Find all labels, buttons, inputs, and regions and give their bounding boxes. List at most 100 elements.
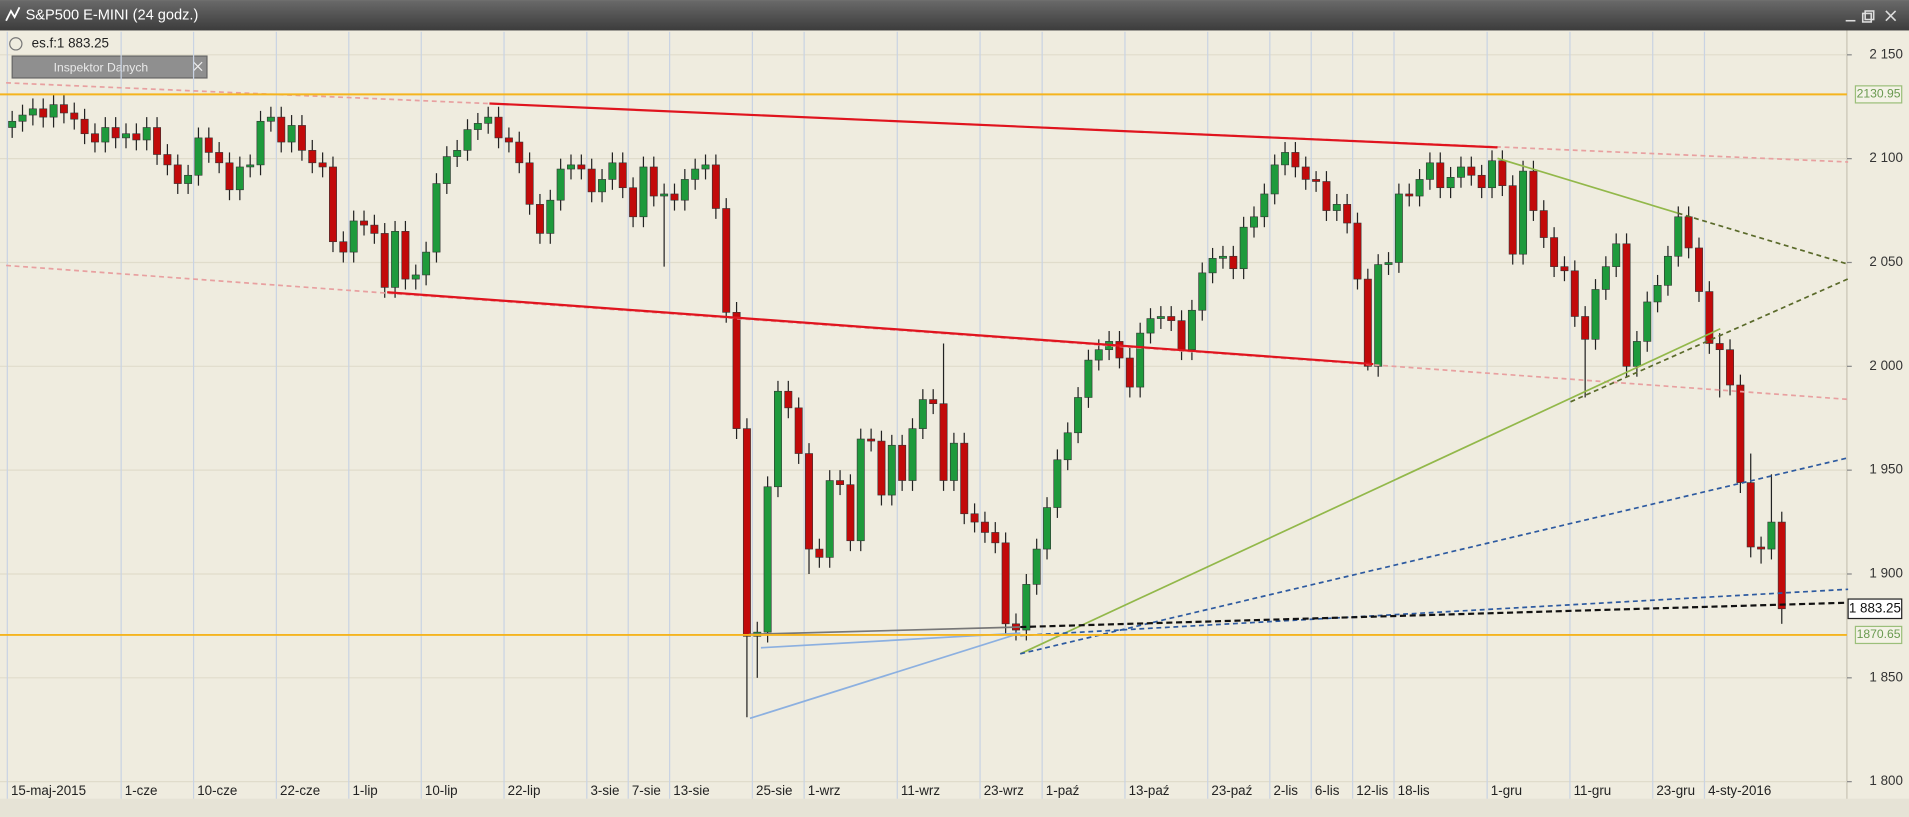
candle-body	[235, 166, 244, 191]
candle-body	[225, 162, 234, 191]
candle-body	[1343, 204, 1352, 224]
candle-body	[660, 193, 669, 197]
candle-body	[691, 168, 700, 180]
candle-body	[732, 312, 741, 429]
channel-lower	[387, 291, 1374, 366]
candle-body	[49, 104, 58, 118]
candle-body	[266, 116, 275, 122]
candle-body	[1384, 262, 1393, 265]
y-tick-label: 1 950	[1869, 462, 1902, 477]
candle-body	[1674, 216, 1683, 257]
candle-body	[297, 125, 306, 151]
candle-body	[453, 150, 462, 157]
candle-body	[18, 114, 27, 122]
x-tick-label: 22-cze	[280, 783, 320, 798]
candle-body	[980, 521, 989, 533]
x-tick-label: 22-lip	[508, 783, 541, 798]
candle-body	[411, 274, 420, 280]
candle-body	[484, 116, 493, 124]
candle-body	[908, 428, 917, 481]
candle-body	[318, 162, 327, 168]
restore-button[interactable]	[1864, 10, 1875, 21]
candle-body	[1332, 204, 1341, 211]
inspector-box[interactable]	[11, 55, 208, 79]
candle-body	[556, 168, 565, 201]
candle-body	[1726, 349, 1734, 386]
candle-body	[836, 480, 845, 485]
candle-body	[101, 127, 110, 143]
candle-body	[867, 438, 876, 442]
inspector-label[interactable]: Inspektor Danych	[54, 60, 149, 74]
candle-body	[1291, 152, 1300, 168]
y-tick-label: 1 800	[1869, 773, 1902, 788]
x-tick-label: 23-gru	[1656, 783, 1695, 798]
window-controls[interactable]	[1845, 10, 1897, 23]
inspector-panel[interactable]: Inspektor Danych	[11, 55, 208, 79]
candle-body	[1705, 291, 1714, 344]
app-icon	[5, 6, 21, 22]
chart-background	[0, 30, 1909, 817]
candle-body	[380, 233, 389, 288]
x-tick-label: 23-paź	[1211, 783, 1252, 798]
candle-body	[132, 133, 141, 141]
x-tick-label: 13-paź	[1129, 783, 1170, 798]
candle-body	[1301, 166, 1310, 180]
candle-body	[1601, 266, 1610, 290]
candle-body	[1394, 193, 1403, 263]
level-label-box	[1854, 85, 1903, 104]
candle-body	[80, 118, 89, 135]
gray-line	[748, 626, 1021, 636]
candle-body	[122, 133, 130, 139]
candle-body	[142, 127, 151, 141]
candle-body	[494, 116, 503, 139]
candle-body	[215, 152, 224, 164]
candle-body	[153, 127, 162, 155]
title-bar	[0, 0, 1909, 31]
scrollbar[interactable]	[0, 798, 1909, 817]
candle-body	[173, 164, 182, 184]
y-tick-label: 1 900	[1869, 566, 1902, 581]
candle-body	[1218, 255, 1227, 259]
candle-body	[360, 220, 368, 226]
candle-body	[1177, 320, 1186, 351]
candle-body	[91, 133, 99, 143]
x-tick-label: 7-sie	[632, 783, 661, 798]
candle-body	[1643, 301, 1652, 342]
x-tick-label: 25-sie	[756, 783, 792, 798]
candle-body	[763, 486, 772, 633]
candle-body	[1653, 285, 1662, 303]
candle-body	[1136, 332, 1145, 388]
candle-body	[722, 208, 731, 313]
x-tick-label: 10-cze	[197, 783, 237, 798]
candle-body	[1467, 166, 1476, 176]
candle-body	[629, 187, 638, 218]
restore-button-back[interactable]	[1861, 12, 1873, 23]
candle-body	[1695, 247, 1703, 292]
candle-body	[401, 231, 410, 280]
candle-body	[329, 166, 337, 243]
x-tick-label: 1-lip	[352, 783, 377, 798]
candle-body	[1229, 255, 1238, 270]
candle-body	[1032, 548, 1041, 585]
candle-body	[546, 199, 555, 234]
candle-body	[473, 123, 482, 130]
candle-body	[1415, 179, 1424, 197]
candle-body	[1529, 170, 1538, 211]
x-tick-label: 12-lis	[1356, 783, 1388, 798]
candle-body	[1405, 193, 1414, 197]
close-button[interactable]	[1885, 10, 1897, 22]
move-icon[interactable]	[9, 37, 23, 51]
candle-body	[1084, 359, 1093, 398]
blue-dashed-upper	[1020, 456, 1849, 655]
candle-body	[1539, 210, 1548, 238]
candle-body	[1250, 216, 1258, 228]
candle-body	[1550, 237, 1559, 267]
candle-body	[577, 164, 586, 170]
candle-body	[1477, 174, 1486, 189]
candle-body	[1663, 255, 1672, 286]
level-label-box	[1854, 625, 1903, 645]
y-tick-label: 2 150	[1869, 46, 1902, 61]
inspector-close[interactable]	[193, 61, 203, 72]
candle-body	[877, 440, 886, 496]
candle-body	[1508, 185, 1517, 255]
